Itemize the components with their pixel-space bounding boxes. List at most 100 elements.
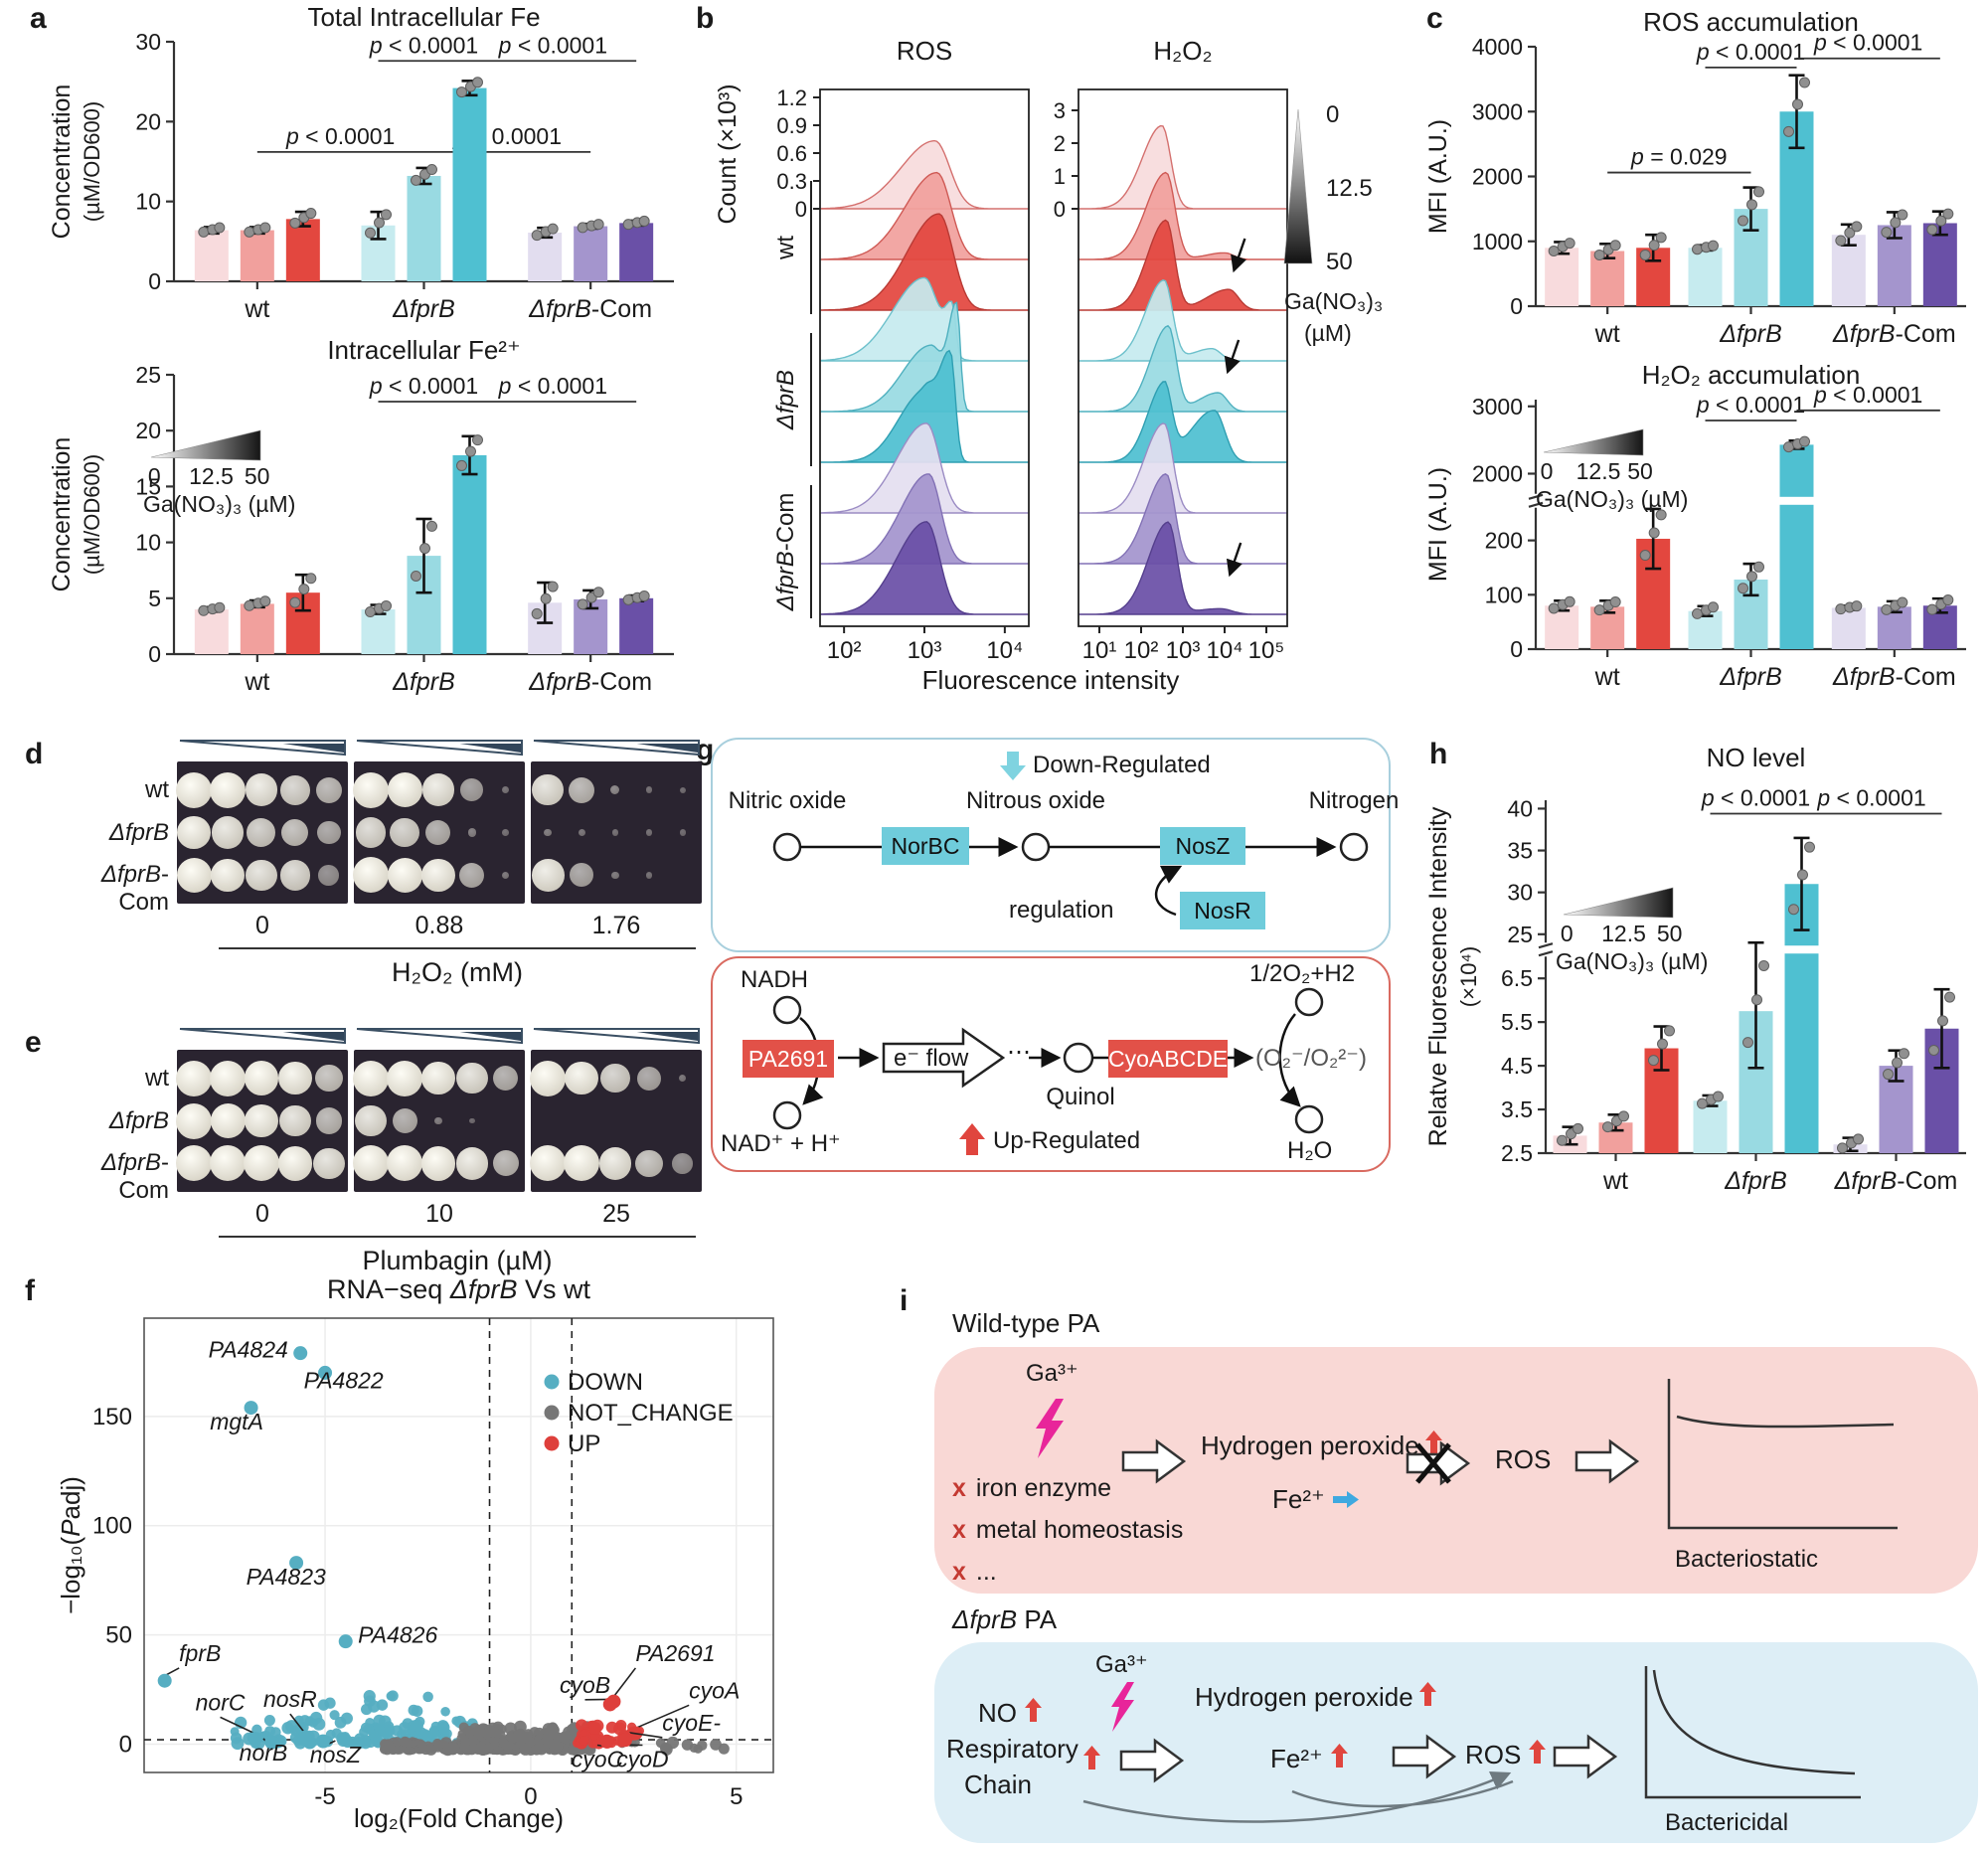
data-point [426, 164, 437, 176]
colony-spot [315, 1107, 342, 1134]
data-point [1928, 1044, 1939, 1056]
y-tick-label: 1000 [1472, 229, 1523, 254]
data-point [1609, 240, 1621, 252]
data-point [456, 459, 467, 471]
data-point [1758, 959, 1769, 971]
x-tick-label: 10¹ [1082, 637, 1117, 664]
data-point [1892, 1057, 1903, 1069]
group-label: wt [1602, 1167, 1628, 1195]
significance-label: p < 0.0001 [1701, 784, 1810, 810]
line [1528, 501, 1544, 508]
pathway-connectors [772, 987, 1324, 1155]
h2o2-up-label: Hydrogen peroxide [1201, 1431, 1442, 1461]
agar-plate-image [353, 1050, 525, 1192]
y-tick-label: 25 [1507, 922, 1533, 947]
cyoabcde-box: CyoABCDE [1108, 1040, 1228, 1078]
bar [1590, 251, 1625, 306]
data-point [1708, 240, 1719, 252]
data-point [531, 607, 543, 619]
colony-spot [425, 820, 451, 845]
legend-label: Ga(NO₃)₃ (µM) [1536, 486, 1688, 512]
data-point [305, 208, 317, 220]
data-point [374, 217, 385, 229]
scatter-point [521, 1731, 533, 1744]
colony-spot [176, 857, 212, 893]
peak-arrow [1226, 542, 1242, 578]
data-point [1753, 186, 1764, 198]
data-point [1797, 869, 1808, 881]
dose-label: 10 [425, 1200, 453, 1228]
data-point [1639, 550, 1651, 562]
line [612, 1667, 637, 1698]
y-tick-label: 0.6 [776, 141, 807, 166]
data-point [638, 215, 650, 227]
chart-title: RNA−seq ΔfprB Vs wt [327, 1274, 590, 1304]
convergence-arrows [1082, 1770, 1514, 1823]
scatter-point [459, 1741, 470, 1752]
scatter-point [500, 1740, 511, 1751]
colony-spot [455, 1147, 489, 1180]
scatter-point [360, 1737, 372, 1750]
scatter-point [440, 1706, 450, 1717]
colony-spot [530, 1060, 567, 1096]
histogram-curve [1078, 124, 1287, 210]
y-axis-label: Concentration [48, 437, 76, 592]
respiratory-label: Respiratory [946, 1734, 1078, 1764]
y-tick-label: 0 [795, 197, 807, 222]
data-point [622, 593, 634, 605]
colony-spot [247, 818, 276, 847]
gene-label: PA4824 [209, 1337, 288, 1363]
scatter-point [263, 1715, 275, 1727]
data-point [244, 226, 255, 238]
scatter-point [693, 1744, 703, 1754]
data-point [1942, 208, 1954, 220]
data-point [1897, 596, 1908, 608]
dilution-wedge-icon [179, 740, 346, 757]
dose-underline [219, 947, 696, 949]
data-point [592, 587, 604, 598]
group-label: ΔfprB [1719, 320, 1782, 348]
gene-label: cyoB [560, 1672, 610, 1698]
colony-spot [277, 1146, 312, 1181]
histogram-area [820, 139, 1029, 615]
peak-arrow [1224, 339, 1241, 375]
legend-tick: 0 [148, 463, 161, 489]
flow-arrow-icon [1574, 1438, 1640, 1484]
wt-defect-item: x iron enzyme [952, 1474, 1112, 1502]
data-point [1890, 217, 1902, 229]
strain-row-label: ΔfprB-Com [100, 861, 169, 917]
line [289, 1713, 305, 1734]
scatter-point [360, 1722, 372, 1733]
colony-spot [421, 773, 455, 806]
x-tick-label: 10⁴ [1206, 637, 1242, 664]
scatter-point [341, 1712, 353, 1725]
data-point [1851, 600, 1863, 612]
flow-arrow-icon [1392, 1734, 1457, 1779]
data-point [298, 584, 310, 595]
y-axis-label: (×10⁴) [1456, 946, 1481, 1007]
colony-spot [279, 860, 311, 891]
colony-spot [387, 1060, 423, 1096]
dose-label: 1.76 [591, 912, 641, 939]
dose-axis-label: Plumbagin (µM) [362, 1246, 553, 1275]
data-point [381, 599, 392, 611]
dose-gradient-wedge [1283, 108, 1313, 264]
dilution-wedge-icon [533, 1028, 700, 1045]
gene-point [602, 1697, 617, 1712]
colony-spot [636, 1066, 661, 1091]
data-point [577, 598, 588, 610]
metabolite-node [1339, 832, 1369, 862]
scatter-point [436, 1720, 449, 1733]
data-point [1655, 232, 1667, 244]
respiratory-chain-pathway-box: NADH PA2691 NAD⁺ + H⁺ e⁻ flow ⋯ Quinol C… [711, 956, 1391, 1172]
histogram-curve [1078, 171, 1287, 260]
nitrous-oxide-label: Nitrous oxide [965, 787, 1106, 814]
data-point [1883, 1069, 1894, 1081]
gene-label: nosR [263, 1686, 317, 1712]
mutant-section-title: ΔfprB PA [952, 1604, 1058, 1634]
gene-point [248, 1731, 262, 1746]
colony-spot [531, 859, 565, 892]
data-point [1548, 602, 1560, 614]
significance-label: p < 0.0001 [285, 123, 395, 149]
